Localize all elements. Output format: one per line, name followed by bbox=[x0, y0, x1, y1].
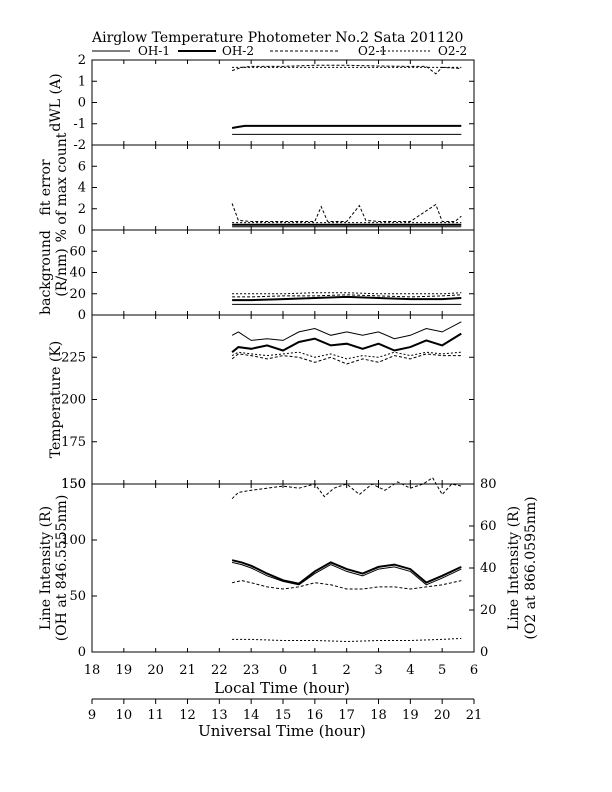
x-axes: 18 19 20 21 22 23 0 1 2 3 4 5 69 10 11 12 13 14 15 16 17 18 19… bbox=[84, 663, 483, 723]
legend: OH-1 OH-2 O2-1 O2-2 bbox=[92, 44, 467, 58]
legend-label-oh2: OH-2 bbox=[222, 44, 254, 58]
ut-tick-label: 17 bbox=[338, 708, 355, 723]
y-tick-label: 200 bbox=[61, 393, 86, 408]
ut-tick-label: 19 bbox=[402, 708, 419, 723]
y-tick-label: 2 bbox=[78, 53, 86, 68]
ut-tick-label: 12 bbox=[179, 708, 196, 723]
local-tick-label: 1 bbox=[311, 663, 319, 678]
y-tick-label: 20 bbox=[69, 287, 86, 302]
legend-label-o22: O2-2 bbox=[438, 44, 467, 58]
y-axis-label: fit error bbox=[38, 159, 54, 216]
y-tick-label: 0 bbox=[78, 308, 86, 323]
local-tick-label: 4 bbox=[406, 663, 414, 678]
y-tick-label: 0 bbox=[78, 645, 86, 660]
series-o2-1 bbox=[231, 353, 462, 365]
y-axis-label-2: % of max count bbox=[54, 132, 70, 242]
panels: 2 1 0 -1 -2 dWL (A) 0 2 4 6 fit error% of max coun… bbox=[38, 53, 539, 660]
y-right-tick-label: 60 bbox=[480, 519, 497, 534]
y-tick-label: 6 bbox=[78, 159, 86, 174]
local-tick-label: 22 bbox=[211, 663, 228, 678]
ut-tick-label: 14 bbox=[243, 708, 260, 723]
local-tick-label: 0 bbox=[279, 663, 287, 678]
series-oh-2 bbox=[231, 559, 462, 585]
ut-tick-label: 16 bbox=[307, 708, 324, 723]
y-tick-label: 40 bbox=[69, 266, 86, 281]
ut-tick-label: 13 bbox=[211, 708, 228, 723]
series-o2-noisy bbox=[231, 476, 462, 500]
panel-fit-error: 0 2 4 6 fit error% of max count bbox=[38, 132, 475, 242]
y-right-tick-label: 20 bbox=[480, 603, 497, 618]
panel-frame bbox=[91, 229, 475, 316]
series-oh-1 bbox=[231, 561, 462, 586]
series-o2-1 bbox=[231, 203, 462, 222]
y-tick-label: 0 bbox=[78, 223, 86, 238]
y-axis-label-2: (OH at 846.5555nm) bbox=[54, 495, 70, 642]
series-oh-1 bbox=[231, 321, 462, 341]
ut-tick-label: 15 bbox=[275, 708, 292, 723]
series-o2-2 bbox=[232, 292, 462, 295]
y-axis-label: Line Intensity (R) bbox=[38, 506, 54, 630]
chart-date: 201120 bbox=[410, 30, 463, 46]
ut-tick-label: 21 bbox=[466, 708, 483, 723]
panel-background: 0 20 40 60 background (R/nm) bbox=[38, 229, 475, 323]
y-tick-label: 100 bbox=[61, 533, 86, 548]
y-tick-label: 1 bbox=[78, 74, 86, 89]
y-tick-label: 225 bbox=[61, 350, 86, 365]
ut-tick-label: 11 bbox=[147, 708, 164, 723]
y-right-tick-label: 40 bbox=[480, 561, 497, 576]
panel-frame bbox=[91, 59, 475, 146]
local-tick-label: 6 bbox=[470, 663, 478, 678]
ut-tick-label: 18 bbox=[370, 708, 387, 723]
y-tick-label: 60 bbox=[69, 244, 86, 259]
series-o2-1 bbox=[231, 64, 462, 75]
legend-label-o21: O2-1 bbox=[358, 44, 387, 58]
y-axis-label-right-2: (O2 at 866.0595nm) bbox=[523, 496, 539, 639]
y-tick-label: 150 bbox=[61, 477, 86, 492]
y-tick-label: 0 bbox=[78, 96, 86, 111]
y-tick-label: -2 bbox=[73, 138, 86, 153]
y-right-tick-label: 0 bbox=[480, 645, 488, 660]
y-tick-label: 175 bbox=[61, 435, 86, 450]
y-tick-label: 4 bbox=[78, 181, 86, 196]
ut-tick-label: 10 bbox=[116, 708, 133, 723]
ut-tick-label: 20 bbox=[434, 708, 451, 723]
local-tick-label: 23 bbox=[243, 663, 260, 678]
y-tick-label: 150 bbox=[61, 477, 86, 492]
y-axis-label: background bbox=[38, 230, 54, 315]
panel-frame bbox=[91, 483, 475, 653]
chart-title: Airglow Temperature Photometer No.2 Sata bbox=[91, 30, 405, 46]
series-o2-2 bbox=[231, 351, 462, 360]
local-tick-label: 19 bbox=[116, 663, 133, 678]
local-tick-label: 2 bbox=[343, 663, 351, 678]
series-oh-2 bbox=[232, 295, 462, 302]
series-o2-1 bbox=[231, 580, 462, 590]
panel-dwl: 2 1 0 -1 -2 dWL (A) bbox=[48, 53, 475, 153]
universal-time-label: Universal Time (hour) bbox=[198, 722, 366, 740]
series-oh-2 bbox=[231, 332, 462, 353]
y-right-tick-label: 80 bbox=[480, 477, 497, 492]
y-axis-label-2: (R/nm) bbox=[54, 248, 70, 296]
local-tick-label: 18 bbox=[84, 663, 101, 678]
local-time-label: Local Time (hour) bbox=[214, 679, 350, 697]
local-tick-label: 20 bbox=[147, 663, 164, 678]
y-axis-label: Temperature (K) bbox=[48, 341, 64, 459]
y-axis-label-right: Line Intensity (R) bbox=[506, 506, 522, 630]
y-tick-label: 50 bbox=[69, 589, 86, 604]
ut-tick-label: 9 bbox=[88, 708, 96, 723]
y-tick-label: -1 bbox=[73, 117, 86, 132]
y-axis-label: dWL (A) bbox=[48, 73, 64, 131]
y-tick-label: 2 bbox=[78, 202, 86, 217]
series-oh-2 bbox=[231, 124, 462, 129]
panel-frame bbox=[91, 144, 475, 231]
series-o2-2 bbox=[232, 637, 462, 643]
legend-label-oh1: OH-1 bbox=[138, 44, 170, 58]
local-tick-label: 21 bbox=[179, 663, 196, 678]
local-tick-label: 3 bbox=[374, 663, 382, 678]
local-tick-label: 5 bbox=[438, 663, 446, 678]
